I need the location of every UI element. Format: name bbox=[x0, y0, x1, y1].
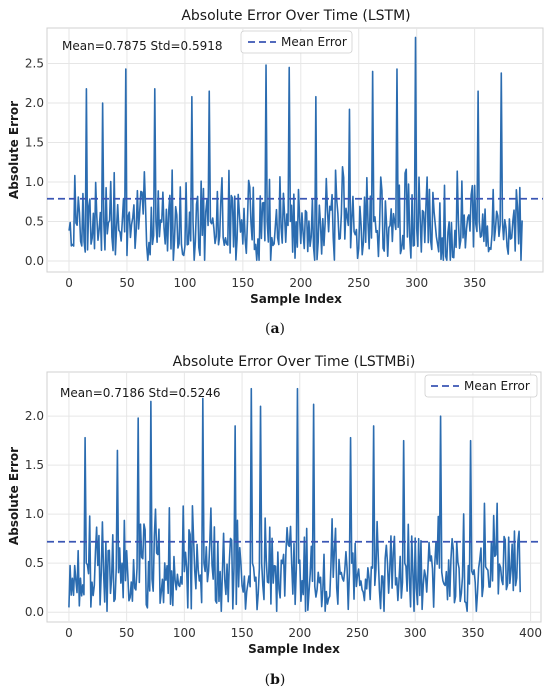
panel-b-legend-box bbox=[424, 374, 538, 398]
panel-b-legend-label: Mean Error bbox=[464, 379, 530, 393]
panel-a-legend-label: Mean Error bbox=[281, 35, 347, 49]
panel-b-ytick: 0.0 bbox=[25, 605, 44, 619]
panel-a-xtick: 150 bbox=[231, 276, 254, 290]
panel-b-caption: (b) bbox=[265, 672, 286, 688]
panel-a-caption: (a) bbox=[265, 321, 285, 337]
panel-b-ytick: 1.0 bbox=[25, 507, 44, 521]
panel-b-x-ticks: 0 50 100 150 200 250 300 350 400 bbox=[65, 626, 542, 640]
panel-b-xtick: 350 bbox=[461, 626, 484, 640]
panel-a-y-ticks: 0.0 0.5 1.0 1.5 2.0 2.5 bbox=[25, 57, 44, 268]
panel-a-ytick: 1.5 bbox=[25, 135, 44, 149]
panel-b-xtick: 400 bbox=[519, 626, 542, 640]
panel-b-xtick: 250 bbox=[346, 626, 369, 640]
panel-b-stats-annotation: Mean=0.7186 Std=0.5246 bbox=[60, 386, 221, 400]
panel-b-xtick: 0 bbox=[65, 626, 73, 640]
panel-b-xtick: 100 bbox=[173, 626, 196, 640]
panel-a-xtick: 200 bbox=[289, 276, 312, 290]
panel-b-xlabel: Sample Index bbox=[248, 642, 340, 656]
panel-a-xtick: 300 bbox=[405, 276, 428, 290]
panel-b-ytick: 0.5 bbox=[25, 556, 44, 570]
panel-b-xtick: 200 bbox=[288, 626, 311, 640]
panel-a-title: Absolute Error Over Time (LSTM) bbox=[181, 8, 410, 24]
panel-a-ylabel: Absolute Error bbox=[7, 101, 21, 199]
panel-a-error-series-line bbox=[68, 36, 523, 261]
panel-a-ytick: 0.0 bbox=[25, 254, 44, 268]
panel-b-xtick: 150 bbox=[231, 626, 254, 640]
panel-a-xtick: 350 bbox=[463, 276, 486, 290]
panel-b-caption-letter: b bbox=[270, 672, 280, 688]
panel-a-legend-box bbox=[240, 30, 353, 54]
panel-a-xtick: 50 bbox=[119, 276, 134, 290]
panel-a-xtick: 250 bbox=[347, 276, 370, 290]
panel-a-ytick: 1.0 bbox=[25, 175, 44, 189]
panel-a-xtick: 100 bbox=[173, 276, 196, 290]
panel-a-legend: Mean Error bbox=[240, 30, 353, 54]
panel-b-ytick: 1.5 bbox=[25, 458, 44, 472]
panel-b-xtick: 50 bbox=[119, 626, 134, 640]
panel-a-stats-annotation: Mean=0.7875 Std=0.5918 bbox=[62, 39, 223, 53]
panel-a-ytick: 2.0 bbox=[25, 96, 44, 110]
panel-b-ytick: 2.0 bbox=[25, 409, 44, 423]
panel-b-legend: Mean Error bbox=[424, 374, 538, 398]
panel-a-ytick: 2.5 bbox=[25, 57, 44, 71]
panel-b-y-ticks: 0.0 0.5 1.0 1.5 2.0 bbox=[25, 409, 44, 619]
panel-b: Absolute Error Over Time (LSTMBi) 0.0 0.… bbox=[7, 354, 542, 688]
panel-a: Absolute Error Over Time (LSTM) 0.0 0.5 … bbox=[7, 8, 544, 337]
panel-b-title: Absolute Error Over Time (LSTMBi) bbox=[173, 354, 416, 370]
panel-b-error-series-line bbox=[68, 387, 522, 613]
panel-a-xlabel: Sample Index bbox=[250, 292, 342, 306]
panel-a-xtick: 0 bbox=[65, 276, 73, 290]
panel-a-x-ticks: 0 50 100 150 200 250 300 350 bbox=[65, 276, 486, 290]
panel-a-ytick: 0.5 bbox=[25, 214, 44, 228]
panel-b-ylabel: Absolute Error bbox=[7, 447, 21, 545]
panel-a-caption-letter: a bbox=[270, 321, 279, 337]
panel-b-xtick: 300 bbox=[404, 626, 427, 640]
